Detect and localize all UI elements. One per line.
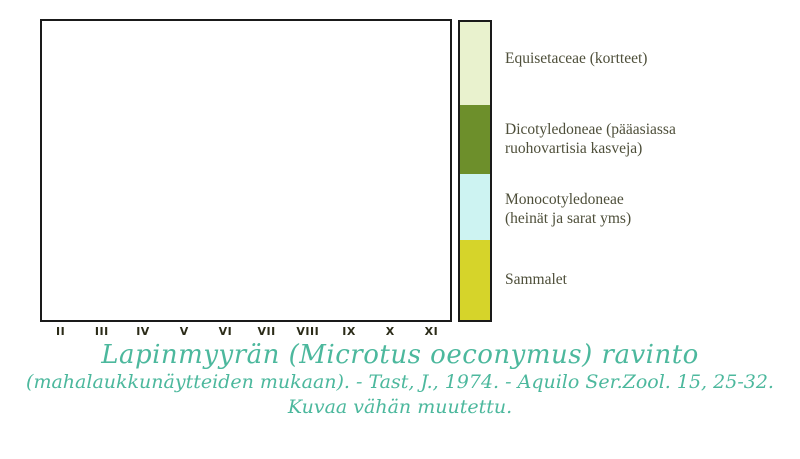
legend-item-label: Equisetaceae (kortteet): [505, 50, 648, 67]
caption-source: (mahalaukkunäytteiden mukaan). - Tast, J…: [26, 371, 774, 393]
x-axis-label: VI: [218, 325, 233, 338]
y-axis: 100%908070605040302010: [0, 0, 40, 459]
legend-item-label: (heinät ja sarat yms): [505, 210, 632, 227]
x-axis-label: IV: [136, 325, 150, 338]
x-axis-label: II: [56, 325, 66, 338]
figure-caption: Lapinmyyrän (Microtus oeconymus) ravinto…: [0, 340, 800, 420]
legend-item-label: Sammalet: [505, 271, 567, 288]
dicotyledoneae-swatch: [460, 105, 490, 174]
sammalet-swatch: [460, 239, 490, 320]
x-axis-label: III: [94, 325, 109, 338]
x-axis-label: X: [385, 325, 395, 338]
x-axis: II III IV V VI VII VIII IX X XI: [40, 323, 452, 343]
legend-item-label: ruohovartisia kasveja): [505, 140, 643, 157]
x-axis-label: V: [179, 325, 189, 338]
x-axis-label: VII: [257, 325, 276, 338]
x-axis-label: XI: [424, 325, 439, 338]
caption-title: Lapinmyyrän (Microtus oeconymus) ravinto: [101, 340, 699, 370]
plot-area: [40, 19, 452, 322]
legend-item-label: Dicotyledoneae (pääasiassa: [505, 121, 676, 138]
legend-labels: Equisetaceae (kortteet) Dicotyledoneae (p…: [505, 20, 795, 322]
x-axis-label: VIII: [296, 325, 320, 338]
x-axis-label: IX: [342, 325, 356, 338]
plot-frame: [40, 19, 452, 322]
monocotyledoneae-swatch: [460, 173, 490, 240]
equisetaceae-swatch: [460, 22, 490, 106]
legend-swatch-bar: [458, 20, 492, 322]
legend-item-label: Monocotyledoneae: [505, 191, 624, 208]
caption-note: Kuvaa vähän muutettu.: [287, 396, 513, 418]
